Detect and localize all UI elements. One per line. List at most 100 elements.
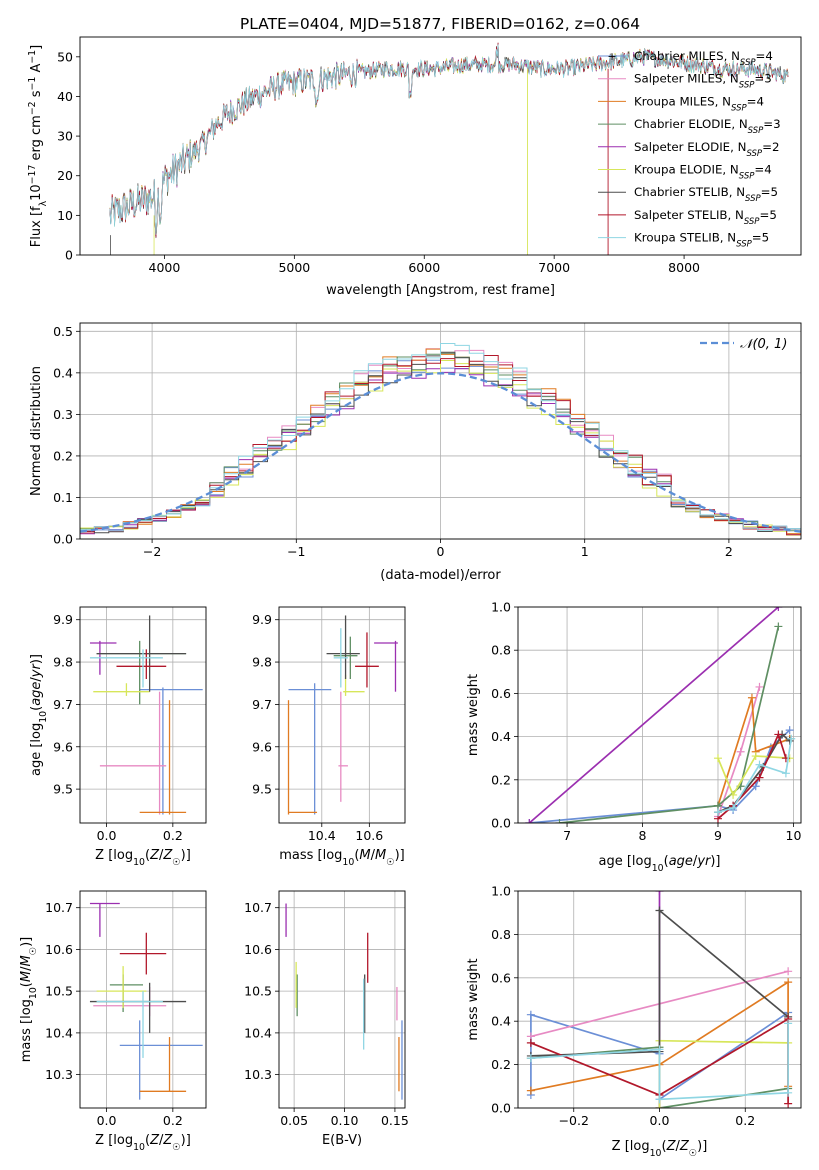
label-part: 10 [38, 711, 49, 723]
label-part: Z [log [95, 848, 133, 863]
label-part: ( [19, 982, 34, 987]
label-part: 10 [29, 184, 44, 201]
x-tick-label: 4000 [149, 260, 181, 275]
axes-frame [79, 36, 802, 256]
x-tick-label: 0.10 [331, 1113, 359, 1128]
y-tick-label: 10.3 [45, 1067, 73, 1082]
y-tick-label: 0.4 [53, 365, 73, 380]
legend-label: Chabrier ELODIE, NSSP=3 [634, 117, 781, 136]
label-part: =5 [759, 208, 776, 222]
legend-label: Salpeter ELODIE, NSSP=2 [634, 140, 779, 159]
weight-marker [713, 808, 722, 817]
label-part: yr [29, 662, 44, 678]
weight-line [717, 738, 793, 814]
label-part: ( [145, 848, 150, 863]
label-part: ☉ [28, 947, 39, 955]
weight-marker [755, 760, 764, 769]
axes-frame [278, 606, 406, 824]
y-tick-label: 9.6 [53, 739, 73, 754]
x-tick-label: −1 [287, 544, 305, 559]
legend-label: Kroupa MILES, NSSP=4 [634, 94, 764, 113]
label-part: ( [664, 854, 669, 869]
age-vs-metallicity-panel: 0.0 0.29.59.69.79.89.9Z [log10(Z/Z☉)]age … [29, 606, 207, 868]
y-tick-label: 0.4 [491, 729, 511, 744]
weight-marker [751, 752, 760, 761]
label-part: 10 [28, 987, 39, 999]
y-tick-label: 10 [57, 208, 73, 223]
label-part: =4 [754, 163, 771, 177]
label-part: =4 [756, 49, 773, 63]
label-part: SSP [745, 194, 761, 204]
label-part: ( [354, 848, 359, 863]
label-part: Salpeter ELODIE, N [634, 140, 746, 154]
weight-marker [755, 682, 764, 691]
label-part: 10 [133, 857, 145, 868]
label-part: age [669, 854, 693, 869]
label-part: )] [181, 848, 191, 863]
label-part: −1 [27, 50, 38, 64]
label-part: Z [666, 1139, 677, 1154]
label-part: / [371, 848, 376, 863]
y-tick-label: 9.8 [252, 655, 272, 670]
label-part: SSP [739, 172, 755, 182]
x-tick-label: 0.15 [381, 1113, 409, 1128]
legend-label: Salpeter MILES, NSSP=3 [634, 72, 772, 91]
figure-title: PLATE=0404, MJD=51877, FIBERID=0162, z=0… [240, 15, 640, 33]
label-part: M [375, 848, 386, 863]
y-tick-label: 1.0 [491, 600, 511, 615]
y-tick-label: 9.6 [252, 739, 272, 754]
histogram-step [80, 355, 801, 536]
residuals-panel: −2 −1 0 1 2 0.0 0.1 0.2 0.3 0.4 0.5 (data-model)/er… [29, 322, 802, 583]
spectrum-panel: 4000 5000 6000 7000 8000 0 10 20 30 40 50 wavelengt… [27, 36, 802, 298]
x-axis-label: Z [log10(Z/Z☉)] [95, 848, 191, 868]
x-axis-label: wavelength [Angstrom, rest frame] [326, 283, 555, 298]
label-part: s [29, 90, 44, 101]
plot-area [526, 891, 793, 1108]
legend-label: Kroupa STELIB, NSSP=5 [634, 231, 769, 250]
y-tick-label: 0.3 [53, 407, 73, 422]
x-tick-label: 10.4 [308, 828, 336, 843]
label-part: ☉ [172, 1142, 180, 1153]
weight-marker [755, 773, 764, 782]
label-part: Kroupa STELIB, N [634, 231, 736, 245]
label-part: ☉ [689, 1148, 697, 1159]
label-part: ☉ [386, 857, 394, 868]
label-part: / [159, 1133, 164, 1148]
y-tick-label: 0.2 [491, 772, 511, 787]
label-part: yr [696, 854, 712, 869]
y-axis-label: Flux [fλ10−17 erg cm−2 s−1 A−1] [27, 45, 49, 247]
weight-marker [729, 790, 738, 799]
label-part: Z [162, 848, 173, 863]
weight-vs-metallicity-panel: −0.2 0.0 0.20.00.20.40.60.81.0Z [log10(Z/Z… [466, 884, 802, 1159]
weight-marker [736, 747, 745, 756]
plot-area [89, 902, 203, 1100]
label-part: M [19, 955, 34, 966]
label-part: / [29, 677, 44, 682]
label-part: / [19, 966, 34, 971]
y-tick-label: 10.3 [244, 1067, 272, 1082]
weight-marker [785, 726, 794, 735]
y-tick-label: 10.5 [244, 984, 272, 999]
label-part: )] [395, 848, 405, 863]
label-part: / [675, 1139, 680, 1154]
label-part: Z [log [95, 1133, 133, 1148]
x-axis-label: Z [log10(Z/Z☉)] [612, 1139, 708, 1159]
axes-frame [278, 890, 406, 1109]
weight-marker [655, 891, 664, 895]
label-part: Flux [f [29, 206, 44, 247]
label-part: ☉ [172, 857, 180, 868]
plot-area [109, 42, 789, 255]
label-part: ( [145, 1133, 150, 1148]
x-tick-label: −2 [143, 544, 161, 559]
label-part: SSP [746, 149, 762, 159]
label-part: SSP [736, 240, 752, 250]
y-axis-label: mass [log10(M/M☉)] [19, 937, 39, 1063]
x-tick-label: 7000 [538, 260, 570, 275]
plot-area [89, 615, 203, 815]
weight-line [528, 607, 779, 823]
label-part: )] [19, 937, 34, 947]
x-tick-label: 0.2 [735, 1113, 755, 1128]
weight-marker [774, 622, 783, 631]
weight-marker [729, 803, 738, 812]
label-part: / [159, 848, 164, 863]
